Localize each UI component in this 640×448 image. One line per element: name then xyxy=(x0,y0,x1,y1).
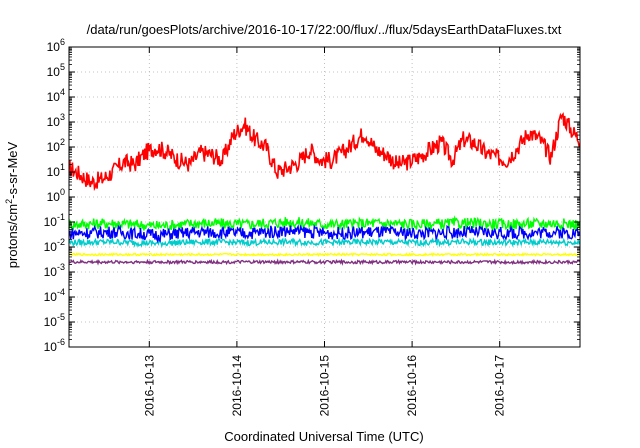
y-tick-exponent: -1 xyxy=(57,212,65,222)
y-tick-base: 10 xyxy=(44,340,58,354)
grid xyxy=(69,47,580,347)
y-tick-label: 10-3 xyxy=(44,262,65,279)
series-line-3 xyxy=(68,223,581,244)
y-tick-exponent: -6 xyxy=(57,337,65,347)
y-tick-label: 10-6 xyxy=(44,337,65,354)
y-tick-label: 100 xyxy=(47,187,65,204)
x-tick-label: 2016-10-13 xyxy=(142,355,156,417)
y-tick-base: 10 xyxy=(47,40,61,54)
y-tick-base: 10 xyxy=(44,290,58,304)
y-tick-base: 10 xyxy=(47,190,61,204)
y-tick-label: 10-4 xyxy=(44,287,65,304)
y-axis-label-prefix: protons/cm xyxy=(5,204,20,268)
series-line-0 xyxy=(69,112,581,192)
y-tick-exponent: -4 xyxy=(57,287,65,297)
y-tick-base: 10 xyxy=(47,165,61,179)
y-tick-label: 105 xyxy=(47,62,65,79)
y-axis-label-suffix: -s-sr-MeV xyxy=(5,141,20,198)
y-axis-label-superscript: 2 xyxy=(4,199,14,204)
y-tick-exponent: 1 xyxy=(60,162,65,172)
chart-title: /data/run/goesPlots/archive/2016-10-17/2… xyxy=(87,22,562,37)
y-tick-exponent: 0 xyxy=(60,187,65,197)
y-tick-base: 10 xyxy=(44,240,58,254)
y-tick-exponent: 3 xyxy=(60,112,65,122)
y-tick-exponent: 2 xyxy=(60,137,65,147)
series-line-2 xyxy=(68,236,581,249)
y-tick-label: 10-2 xyxy=(44,237,65,254)
x-tick-label: 2016-10-14 xyxy=(230,355,244,417)
y-tick-label: 101 xyxy=(47,162,65,179)
x-tick-label: 2016-10-16 xyxy=(405,355,419,417)
y-tick-base: 10 xyxy=(47,90,61,104)
y-tick-exponent: -3 xyxy=(57,262,65,272)
y-tick-label: 104 xyxy=(47,87,65,104)
y-tick-exponent: -5 xyxy=(57,312,65,322)
y-tick-base: 10 xyxy=(47,140,61,154)
x-tick-label: 2016-10-15 xyxy=(318,355,332,417)
series-layer xyxy=(68,112,581,266)
y-tick-base: 10 xyxy=(44,215,58,229)
y-tick-label: 102 xyxy=(47,137,65,154)
y-tick-base: 10 xyxy=(44,315,58,329)
y-axis-label: protons/cm2-s-sr-MeV xyxy=(4,141,20,268)
y-axis: 10-610-510-410-310-210-11001011021031041… xyxy=(44,37,580,354)
x-axis: 2016-10-13 2016-10-14 2016-10-15 2016-10-16… xyxy=(142,47,507,417)
y-tick-label: 103 xyxy=(47,112,65,129)
y-tick-label: 106 xyxy=(47,37,65,54)
y-tick-base: 10 xyxy=(44,265,58,279)
series-line-4 xyxy=(68,252,581,258)
x-axis-label: Coordinated Universal Time (UTC) xyxy=(224,429,423,444)
series-line-5 xyxy=(68,258,581,266)
x-tick-label: 2016-10-17 xyxy=(493,355,507,417)
y-tick-label: 10-5 xyxy=(44,312,65,329)
series-line-1 xyxy=(68,215,581,232)
y-tick-exponent: 6 xyxy=(60,37,65,47)
y-tick-label: 10-1 xyxy=(44,212,65,229)
y-tick-base: 10 xyxy=(47,115,61,129)
y-tick-exponent: 5 xyxy=(60,62,65,72)
y-tick-base: 10 xyxy=(47,65,61,79)
y-tick-exponent: 4 xyxy=(60,87,65,97)
y-tick-exponent: -2 xyxy=(57,237,65,247)
